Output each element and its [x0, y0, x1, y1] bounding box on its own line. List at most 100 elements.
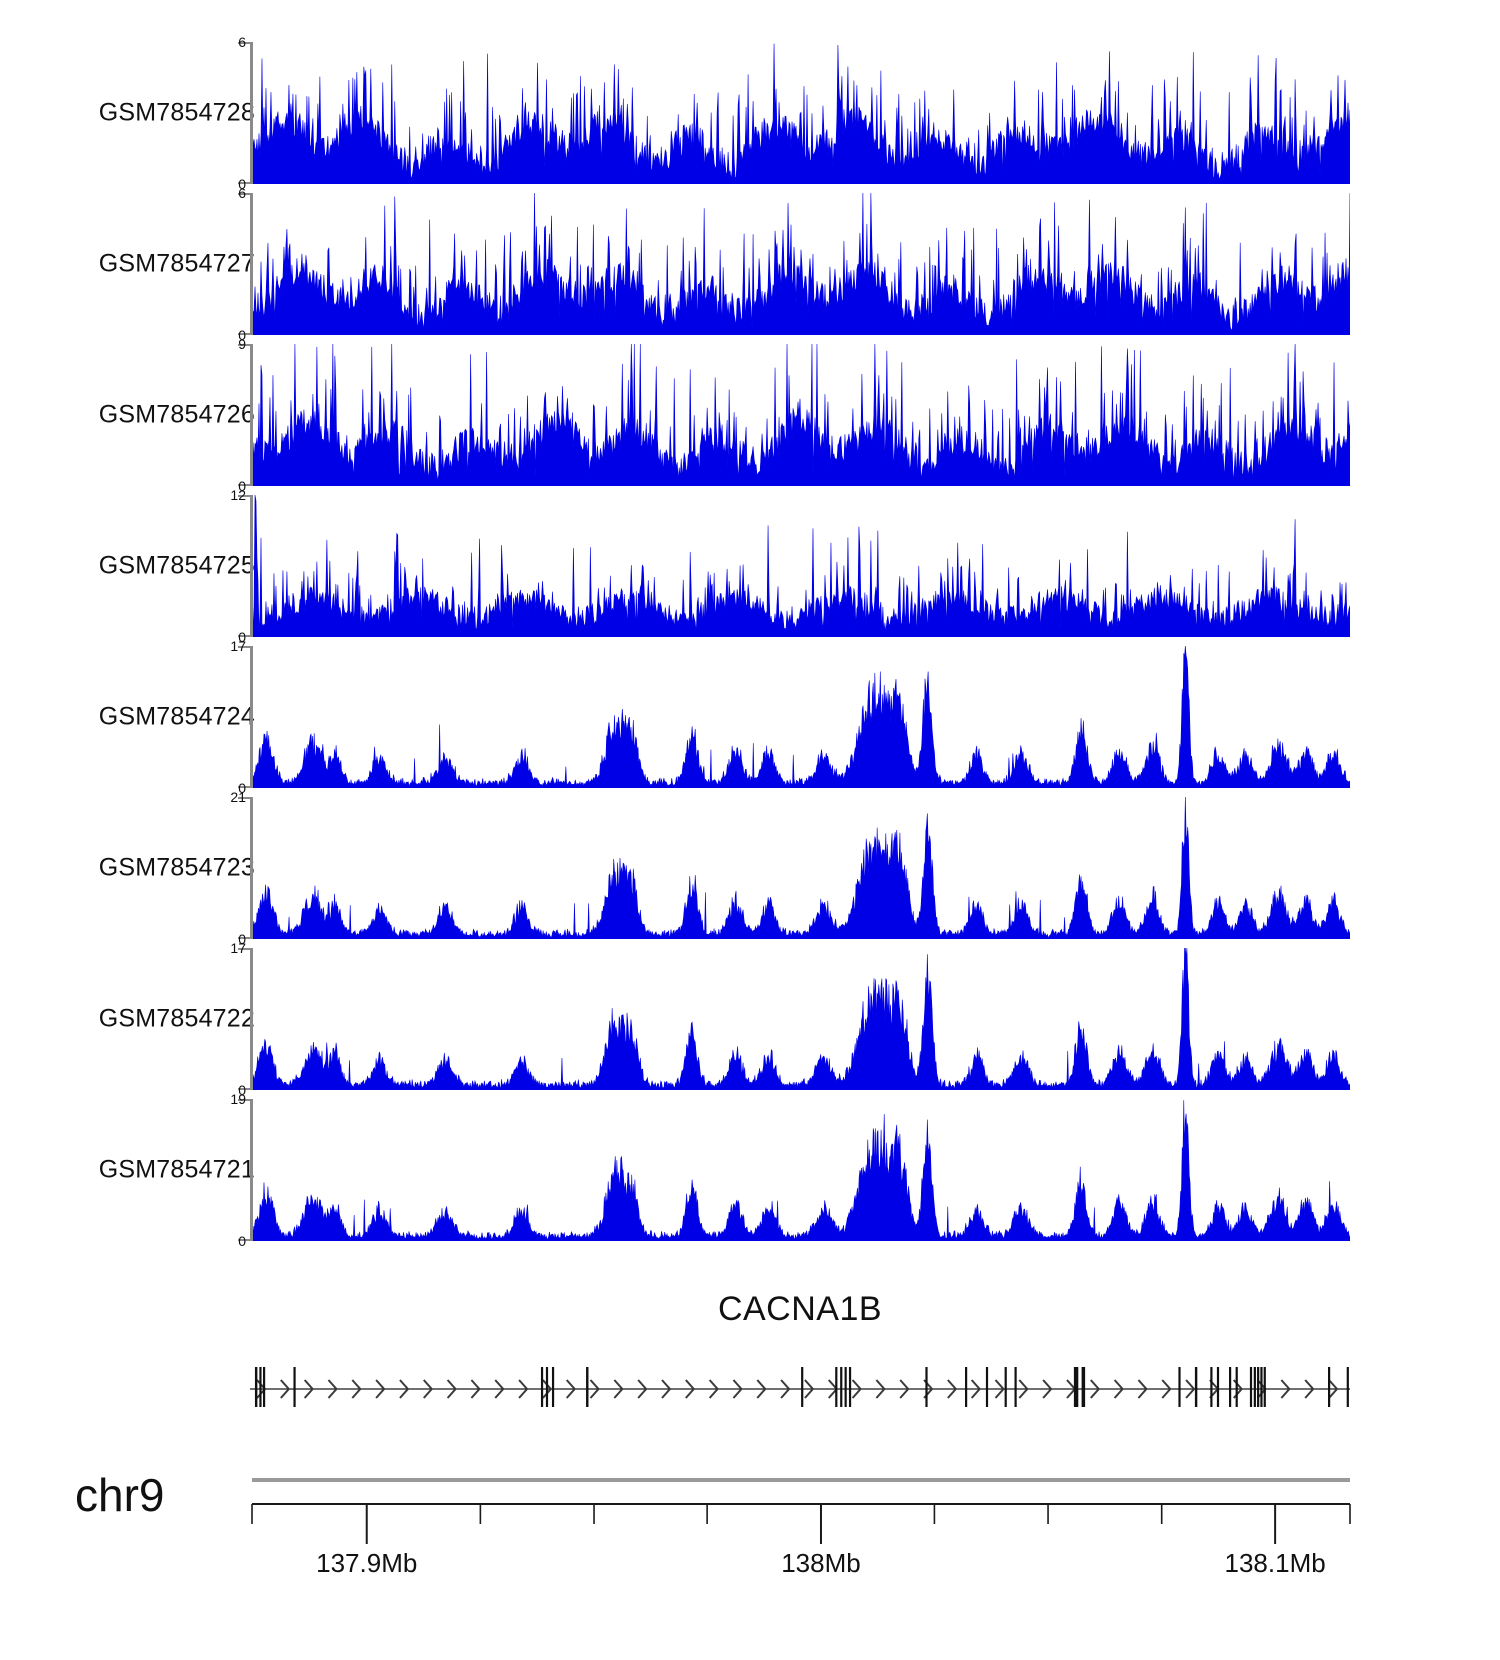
y-axis-min-label: 0 [238, 1233, 246, 1249]
y-axis-tick-min [238, 333, 250, 335]
y-axis-max-label: 19 [230, 1091, 246, 1107]
coverage-area-chart [253, 646, 1350, 788]
strand-direction-arrow [1018, 1379, 1029, 1399]
exon-block [925, 1367, 928, 1407]
exon-block [985, 1367, 989, 1407]
strand-direction-arrow [327, 1379, 338, 1399]
coverage-track: GSM7854721 19 0 [0, 1092, 1500, 1248]
exon-block [1260, 1367, 1263, 1407]
coverage-area-chart [253, 495, 1350, 637]
track-plot-area [238, 344, 1350, 486]
strand-direction-arrow [1280, 1379, 1291, 1399]
exon-block [1328, 1367, 1331, 1407]
exon-block [551, 1367, 555, 1407]
exon-block [1229, 1367, 1232, 1407]
strand-direction-arrow [1161, 1379, 1172, 1399]
y-axis-tick-max [238, 1099, 250, 1101]
y-axis-min-label: 0 [238, 629, 246, 645]
strand-direction-arrow [446, 1379, 457, 1399]
track-plot-area [238, 948, 1350, 1090]
exon-block [259, 1367, 262, 1407]
exon-block [1178, 1367, 1181, 1407]
gene-model-panel: CACNA1B [0, 1290, 1500, 1440]
strand-direction-arrow [1137, 1379, 1148, 1399]
y-axis-max-label: 6 [238, 34, 246, 50]
coverage-fill [253, 797, 1350, 939]
coverage-fill [253, 495, 1350, 637]
y-axis-tick-max [238, 797, 250, 799]
exon-block [1263, 1367, 1266, 1407]
strand-direction-arrow [732, 1379, 743, 1399]
coverage-track: GSM7854724 17 0 [0, 639, 1500, 795]
y-axis-tick-max [238, 42, 250, 44]
track-y-axis-line [250, 495, 253, 637]
strand-direction-arrow [470, 1379, 481, 1399]
y-axis-tick-max [238, 646, 250, 648]
exon-block [293, 1367, 296, 1407]
exon-block [540, 1367, 544, 1407]
coverage-track: GSM7854726 9 0 [0, 337, 1500, 493]
track-plot-area [238, 42, 1350, 184]
strand-direction-arrow [780, 1379, 791, 1399]
exon-block [1073, 1367, 1079, 1407]
exon-block [254, 1367, 258, 1407]
track-y-axis-line [250, 797, 253, 939]
track-plot-area [238, 797, 1350, 939]
exon-block [844, 1367, 847, 1407]
strand-direction-arrow [351, 1379, 362, 1399]
strand-direction-arrow [1042, 1379, 1053, 1399]
exon-block [840, 1367, 843, 1407]
gene-model-diagram [250, 1367, 1350, 1407]
track-label: GSM7854725 [98, 551, 255, 580]
strand-direction-arrow [947, 1379, 958, 1399]
y-axis-tick-max [238, 344, 250, 346]
strand-direction-arrow [1113, 1379, 1124, 1399]
track-y-axis-line [250, 344, 253, 486]
track-plot-area [238, 1099, 1350, 1241]
strand-direction-arrow [589, 1379, 600, 1399]
strand-direction-arrow [756, 1379, 767, 1399]
strand-direction-arrow [637, 1379, 648, 1399]
exon-block [801, 1367, 804, 1407]
coverage-fill [253, 43, 1350, 184]
strand-direction-arrow [518, 1379, 529, 1399]
track-label: GSM7854727 [98, 249, 255, 278]
exon-block [262, 1367, 266, 1407]
y-axis-min-label: 0 [238, 931, 246, 947]
coverage-area-chart [253, 1100, 1350, 1241]
chromosome-axis-panel: chr9 137.9Mb 138Mb 138.1Mb [0, 1430, 1500, 1610]
coverage-track: GSM7854725 12 0 [0, 488, 1500, 644]
y-axis-max-label: 17 [230, 638, 246, 654]
y-axis-tick-min [238, 786, 250, 788]
coverage-area-chart [253, 344, 1350, 486]
strand-direction-arrow [375, 1379, 386, 1399]
exon-block [1210, 1367, 1213, 1407]
ideogram-bar [252, 1478, 1350, 1482]
coverage-area-chart [253, 948, 1350, 1090]
track-y-axis-line [250, 193, 253, 335]
track-plot-area [238, 193, 1350, 335]
y-axis-max-label: 6 [238, 185, 246, 201]
track-plot-area [238, 646, 1350, 788]
track-plot-area [238, 495, 1350, 637]
exon-block [586, 1367, 589, 1407]
track-label: GSM7854722 [98, 1004, 255, 1033]
strand-direction-arrow [708, 1379, 719, 1399]
track-y-axis-line [250, 948, 253, 1090]
exon-block [1216, 1367, 1220, 1407]
coverage-track: GSM7854728 6 0 [0, 35, 1500, 191]
strand-direction-arrow [994, 1379, 1005, 1399]
track-label: GSM7854728 [98, 98, 255, 127]
strand-direction-arrow [1328, 1379, 1339, 1399]
exon-block [1257, 1367, 1260, 1407]
gene-name-label: CACNA1B [717, 1290, 883, 1328]
strand-direction-arrow [970, 1379, 982, 1399]
y-axis-min-label: 0 [238, 478, 246, 494]
strand-direction-arrow [875, 1379, 886, 1399]
axis-tick-label: 137.9Mb [316, 1548, 418, 1578]
coverage-fill [253, 948, 1350, 1090]
chromosome-label: chr9 [75, 1469, 165, 1521]
strand-direction-arrow [851, 1379, 862, 1399]
track-label: GSM7854726 [98, 400, 255, 429]
y-axis-tick-min [238, 1088, 250, 1090]
